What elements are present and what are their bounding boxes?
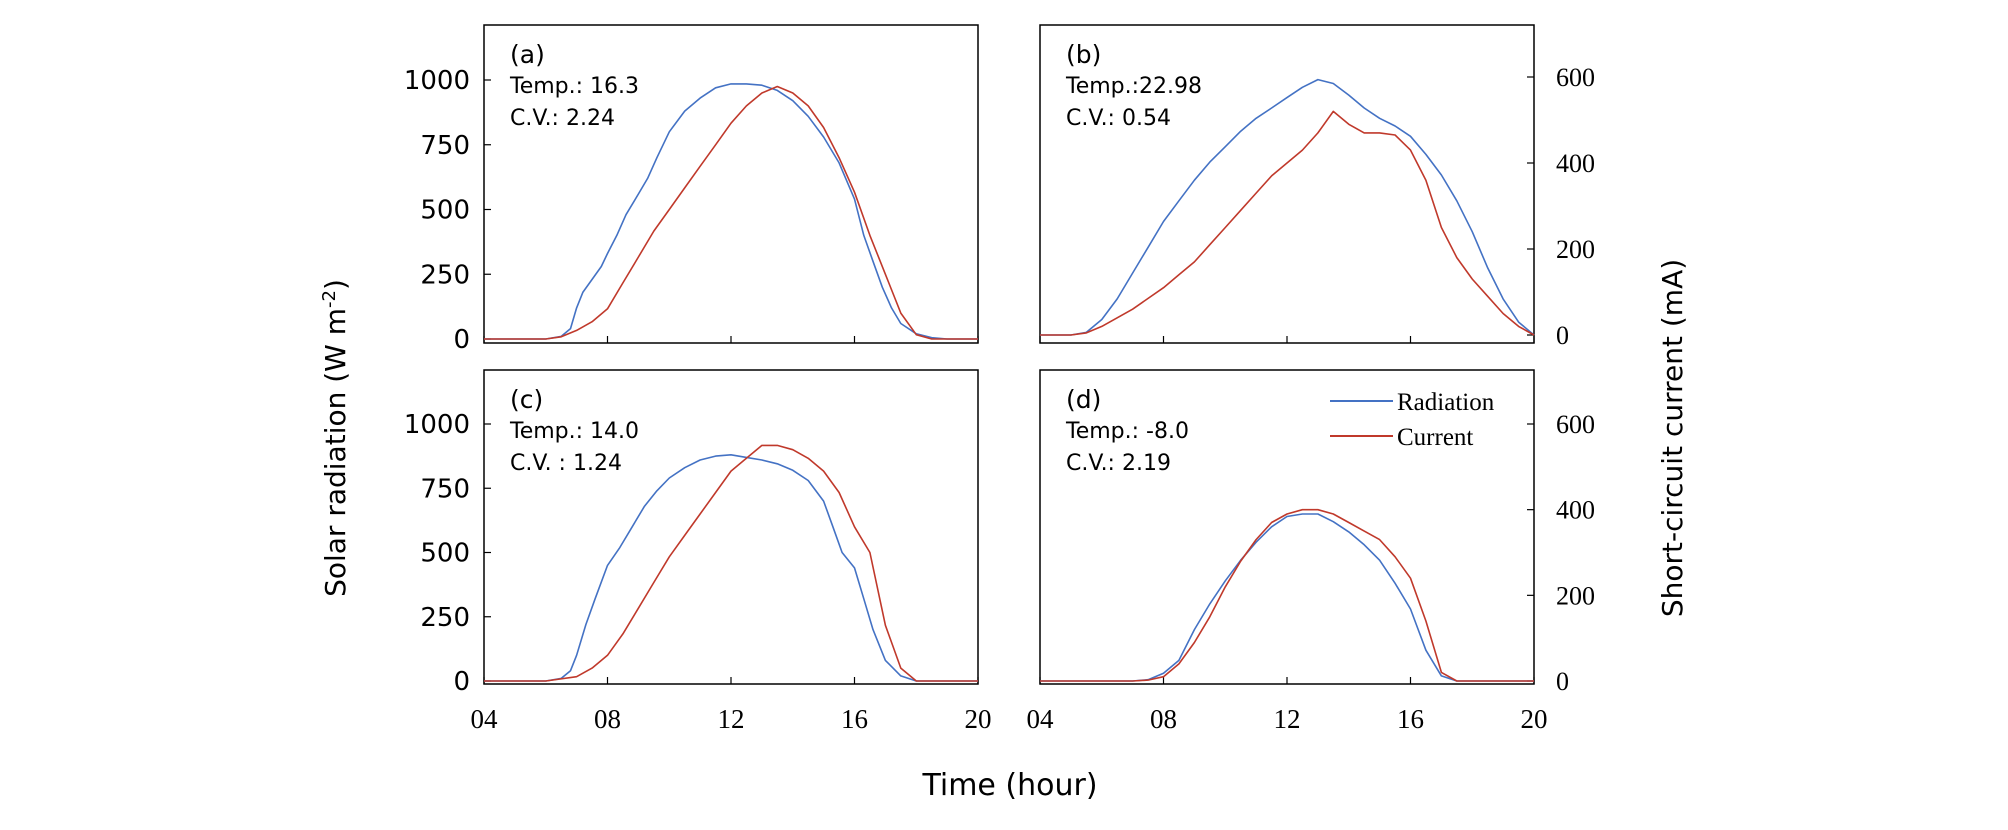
y-tick-label-right: 600 bbox=[1556, 410, 1595, 439]
panel-c: 04 08 12 16 20 0 250 500 750 1000 (c) Temp.: 14.0 C.… bbox=[404, 369, 992, 734]
y-tick-label-left: 500 bbox=[420, 196, 470, 226]
y-tick-label-right: 600 bbox=[1556, 63, 1595, 92]
panel-cv-text: C.V.: 0.54 bbox=[1066, 106, 1171, 131]
y-tick-label-right: 200 bbox=[1556, 581, 1595, 610]
series-current-line bbox=[484, 85, 978, 340]
y-tick-label-left: 1000 bbox=[404, 410, 470, 440]
x-axis-title: Time (hour) bbox=[921, 768, 1097, 803]
series-radiation-line bbox=[484, 453, 978, 682]
left-axis-title-end: ) bbox=[319, 279, 352, 290]
panel-label: (c) bbox=[510, 385, 543, 414]
series-current-line bbox=[484, 444, 978, 682]
panel-temp-text: Temp.: 16.3 bbox=[509, 74, 639, 99]
panel-cv-text: C.V.: 2.24 bbox=[510, 106, 615, 131]
y-tick-label-left: 250 bbox=[420, 603, 470, 633]
x-tick-label: 16 bbox=[841, 704, 868, 734]
series-current-line bbox=[1040, 110, 1535, 336]
panel-temp-text: Temp.:22.98 bbox=[1065, 74, 1202, 99]
panel-cv-text: C.V. : 1.24 bbox=[510, 451, 622, 476]
y-tick-label-left: 250 bbox=[420, 260, 470, 290]
legend: Radiation Current bbox=[1330, 389, 1495, 451]
series-current-line bbox=[1040, 508, 1534, 682]
y-tick-label-left: 750 bbox=[420, 131, 470, 161]
x-tick-label: 20 bbox=[965, 704, 992, 734]
series-radiation-line bbox=[484, 83, 978, 340]
panel-frame bbox=[1039, 24, 1535, 344]
x-tick-label: 12 bbox=[1274, 704, 1301, 734]
x-tick-label: 12 bbox=[718, 704, 745, 734]
panel-b: 0 200 400 600 (b) Temp.:22.98 C.V.: 0.54 bbox=[1039, 24, 1595, 350]
panel-cv-text: C.V.: 2.19 bbox=[1066, 451, 1171, 476]
x-tick-label: 16 bbox=[1397, 704, 1424, 734]
y-tick-label-right: 0 bbox=[1556, 667, 1569, 696]
y-tick-label-left: 0 bbox=[453, 667, 470, 697]
right-axis-title: Short-circuit current (mA) bbox=[1656, 259, 1689, 617]
y-tick-label-right: 400 bbox=[1556, 496, 1595, 525]
panel-a: 0 250 500 750 1000 (a) Temp.: 16.3 C.V.: 2.24 bbox=[404, 24, 979, 355]
left-axis-title-main: Solar radiation (W m bbox=[319, 308, 352, 597]
left-axis-title-sup: -2 bbox=[319, 290, 340, 308]
panel-temp-text: Temp.: -8.0 bbox=[1065, 419, 1189, 444]
panel-label: (b) bbox=[1066, 40, 1101, 69]
y-tick-label-right: 0 bbox=[1556, 321, 1569, 350]
x-tick-label: 08 bbox=[1150, 704, 1177, 734]
y-tick-label-left: 750 bbox=[420, 474, 470, 504]
y-tick-label-right: 400 bbox=[1556, 149, 1595, 178]
panel-frame bbox=[1039, 369, 1535, 685]
y-tick-label-left: 1000 bbox=[404, 66, 470, 96]
panel-label: (a) bbox=[510, 40, 545, 69]
series-radiation-line bbox=[1040, 78, 1535, 336]
panel-frame bbox=[483, 24, 979, 344]
panel-temp-text: Temp.: 14.0 bbox=[509, 419, 639, 444]
x-tick-label: 04 bbox=[1027, 704, 1055, 734]
x-tick-label: 20 bbox=[1521, 704, 1548, 734]
y-tick-label-left: 500 bbox=[420, 539, 470, 569]
legend-current-label: Current bbox=[1397, 424, 1473, 451]
x-tick-label: 08 bbox=[594, 704, 621, 734]
y-tick-label-right: 200 bbox=[1556, 235, 1595, 264]
y-tick-label-left: 0 bbox=[453, 325, 470, 355]
series-radiation-line bbox=[1040, 513, 1534, 682]
panel-label: (d) bbox=[1066, 385, 1101, 414]
legend-radiation-label: Radiation bbox=[1397, 389, 1495, 416]
left-axis-title: Solar radiation (W m-2) bbox=[319, 279, 353, 597]
panel-frame bbox=[483, 369, 979, 685]
x-tick-label: 04 bbox=[471, 704, 499, 734]
